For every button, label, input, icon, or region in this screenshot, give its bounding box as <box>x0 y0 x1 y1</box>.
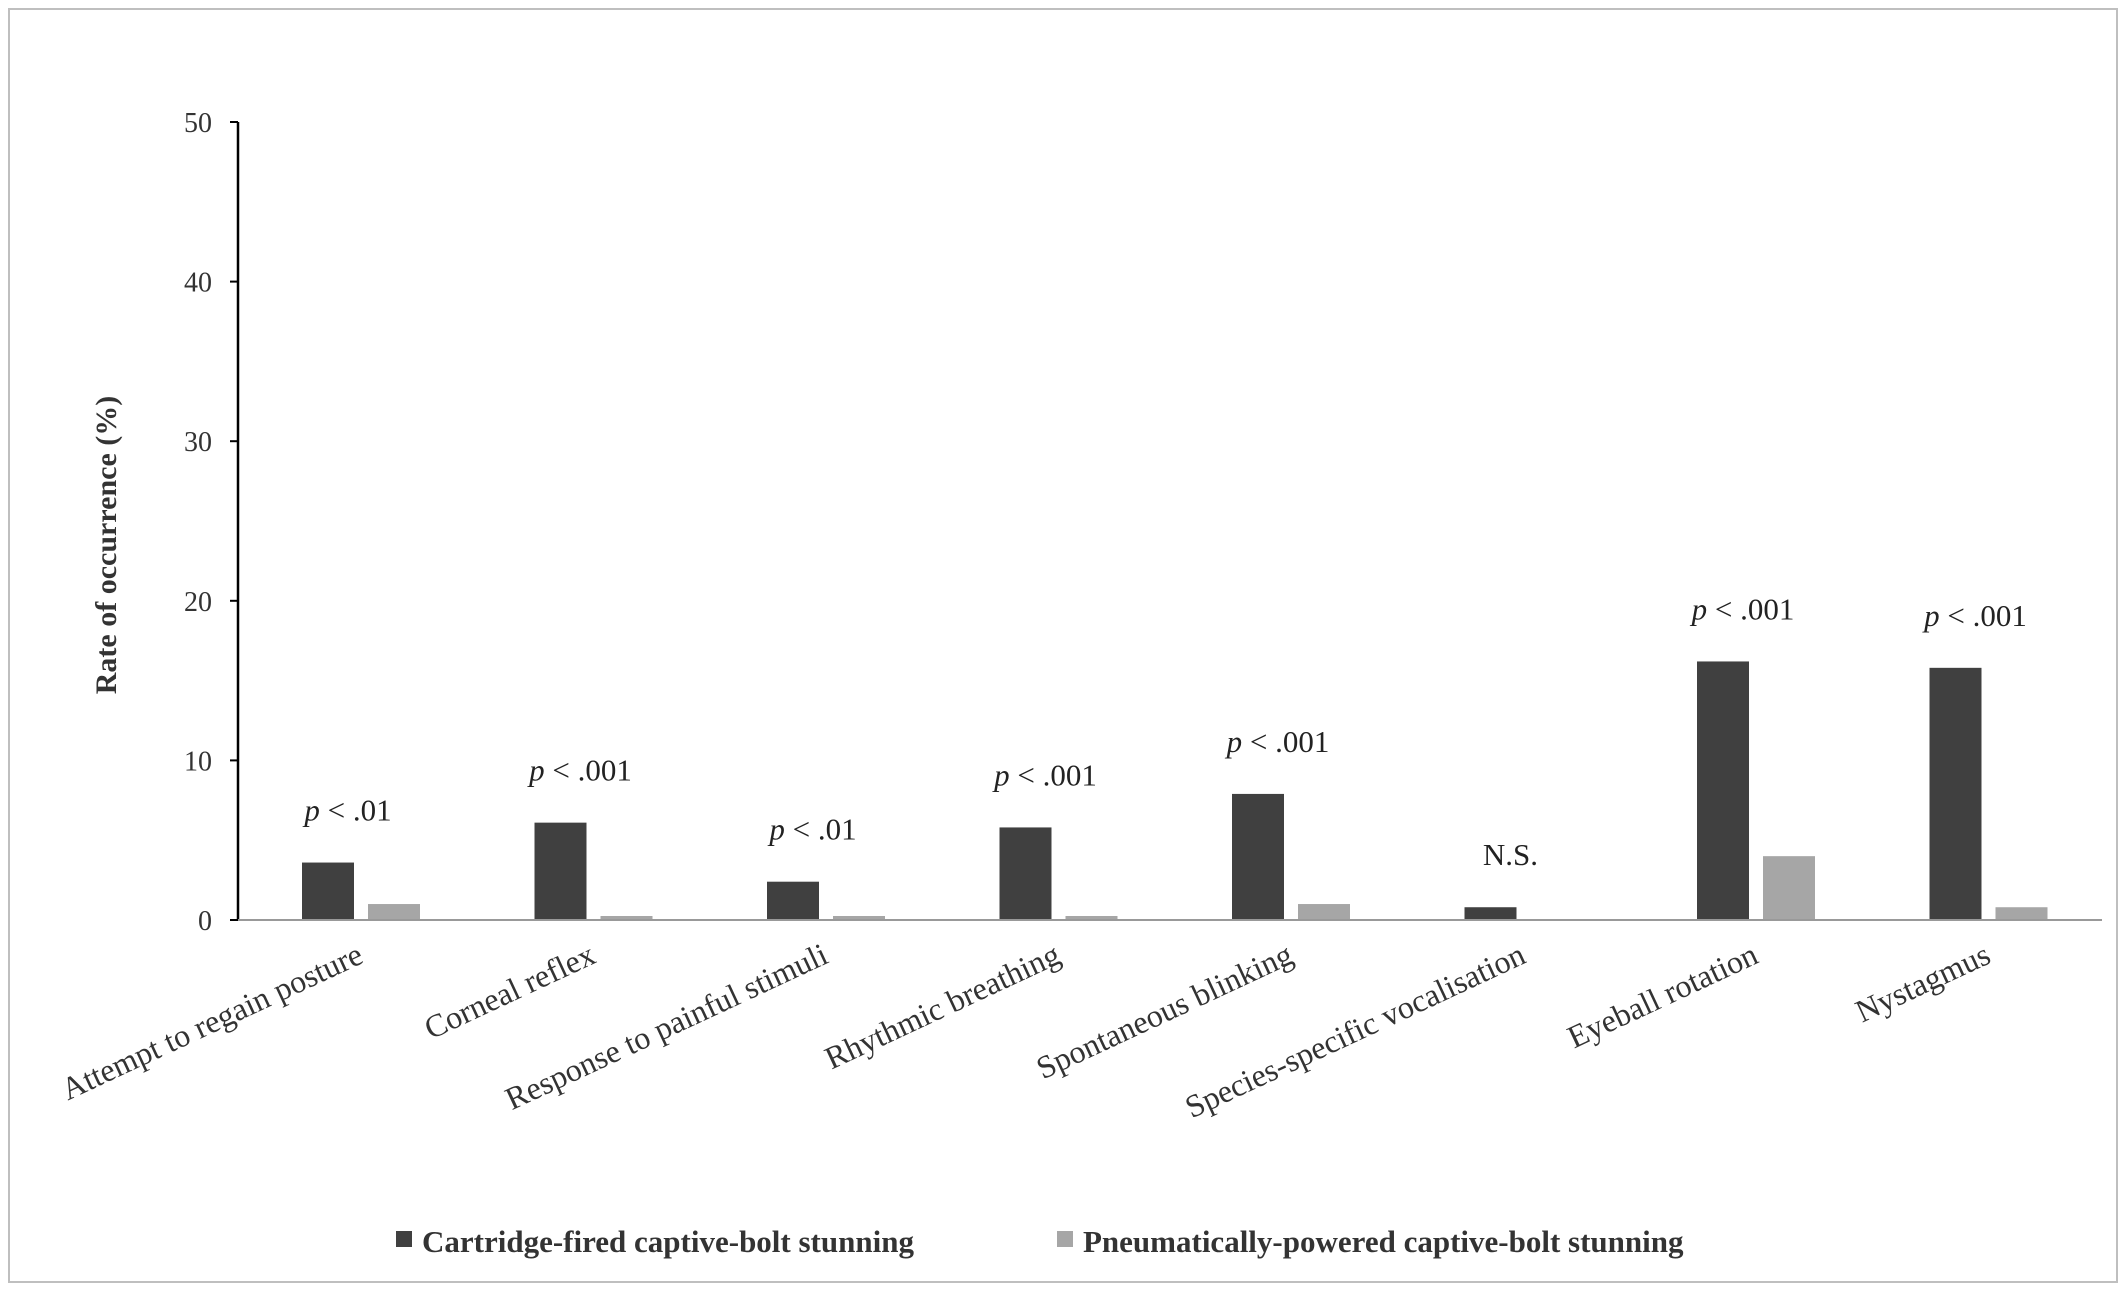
y-tick-label: 0 <box>198 906 212 937</box>
bar-cartridge-fired <box>999 827 1052 920</box>
significance-annotation: p < .001 <box>1922 598 2027 633</box>
significance-annotation: p < .001 <box>992 757 1097 792</box>
significance-annotation: p < .001 <box>527 753 632 788</box>
bar-pneumatically-powered <box>1995 907 2048 920</box>
bars <box>302 661 2048 920</box>
p-value-text: < .001 <box>1707 591 1794 626</box>
category-label: Nystagmus <box>1850 936 1996 1029</box>
category-label: Corneal reflex <box>419 936 601 1046</box>
p-value-text: < .001 <box>1010 757 1097 792</box>
p-symbol: p <box>1225 724 1243 759</box>
p-value-text: < .001 <box>545 753 632 788</box>
p-symbol: p <box>1690 591 1708 626</box>
bar-pneumatically-powered <box>1298 904 1350 920</box>
bar-cartridge-fired <box>1232 793 1284 920</box>
y-tick-label: 20 <box>184 587 212 618</box>
bar-cartridge-fired <box>1464 907 1517 920</box>
legend-label-cartridge-fired: Cartridge-fired captive-bolt stunning <box>422 1224 914 1259</box>
axes <box>236 122 2102 921</box>
y-axis-label: Rate of occurrence (%) <box>90 396 123 694</box>
y-axis-label-group: Rate of occurrence (%) <box>90 396 123 694</box>
category-label: Eyeball rotation <box>1562 936 1763 1055</box>
bar-cartridge-fired <box>1929 667 1982 920</box>
significance-annotation: p < .001 <box>1225 724 1330 759</box>
legend: Cartridge-fired captive-bolt stunning Pne… <box>396 1224 1684 1259</box>
bar-pneumatically-powered <box>833 916 885 920</box>
p-symbol: p <box>1922 598 1940 633</box>
y-tick-label: 30 <box>184 427 212 458</box>
bar-cartridge-fired <box>767 881 819 920</box>
bar-cartridge-fired <box>302 862 354 920</box>
significance-annotation: p < .01 <box>767 812 856 847</box>
p-value-text: < .01 <box>320 793 392 828</box>
y-tick-label: 10 <box>184 746 212 777</box>
bar-pneumatically-powered <box>600 916 653 920</box>
p-value-text: < .001 <box>1940 598 2027 633</box>
legend-swatch-pneumatically-powered <box>1057 1231 1073 1247</box>
bar-cartridge-fired <box>534 822 587 920</box>
y-axis-ticks: 0 10 20 30 40 50 <box>184 108 238 937</box>
p-symbol: p <box>302 793 320 828</box>
legend-swatch-cartridge-fired <box>396 1231 412 1247</box>
bar-cartridge-fired <box>1697 661 1749 920</box>
category-label: Attempt to regain posture <box>56 936 368 1107</box>
significance-annotation: p < .01 <box>302 793 391 828</box>
p-symbol: p <box>767 812 785 847</box>
bar-pneumatically-powered <box>1065 916 1118 920</box>
bar-pneumatically-powered <box>368 904 420 920</box>
chart-frame <box>8 8 2118 1283</box>
significance-annotation: p < .001 <box>1690 591 1795 626</box>
p-symbol: p <box>992 757 1010 792</box>
p-value-text: < .001 <box>1242 724 1329 759</box>
p-value-text: < .01 <box>785 812 857 847</box>
p-symbol: p <box>527 753 545 788</box>
y-tick-label: 40 <box>184 268 212 299</box>
category-label: Rhythmic breathing <box>819 936 1065 1076</box>
y-tick-label: 50 <box>184 108 212 139</box>
bar-pneumatically-powered <box>1763 856 1815 920</box>
significance-annotation: N.S. <box>1483 837 1538 872</box>
category-labels: Attempt to regain posture Corneal reflex R… <box>56 936 1996 1125</box>
legend-label-pneumatically-powered: Pneumatically-powered captive-bolt stunn… <box>1083 1224 1684 1259</box>
